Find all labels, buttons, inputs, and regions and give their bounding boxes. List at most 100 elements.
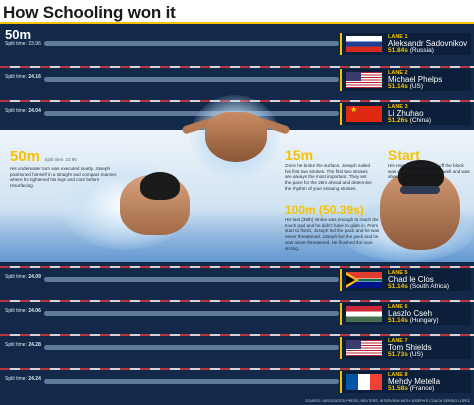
country: (South Africa) <box>409 283 450 290</box>
lane-card: LANE 2 Michael Phelps 51.14s (US) <box>340 69 471 91</box>
lane-rope <box>0 266 474 268</box>
lane-card: LANE 6 Laszlo Cseh 51.14s (Hungary) <box>340 303 471 325</box>
swimmer-name: Chad le Clos <box>388 275 434 284</box>
swimmer-name: Mehdy Metella <box>388 377 441 386</box>
country: (Russia) <box>409 47 434 54</box>
title-bar: How Schooling won it <box>0 0 474 24</box>
lane-number: LANE 1 <box>388 34 408 40</box>
russia-flag-icon <box>346 36 382 52</box>
usa-flag-icon <box>346 340 382 356</box>
annotation-text: Once he broke the surface, Joseph nailed… <box>285 163 372 191</box>
split-label: Split time: <box>5 108 29 114</box>
time-value: 51.14s <box>388 317 408 324</box>
photo-band <box>0 130 474 262</box>
split-label: Split time: <box>5 342 29 348</box>
time-value: 51.14s <box>388 83 408 90</box>
swim-cap-photo <box>398 160 444 190</box>
annotation-text: His last (35th) stroke was enough to rea… <box>285 217 380 251</box>
swimmer-name: Li Zhuhao <box>388 109 424 118</box>
split-time: Split time: 24.24 <box>5 376 41 382</box>
lane-rope <box>0 300 474 302</box>
time-value: 51.73s <box>388 351 408 358</box>
source-credit: SOURCE: ASSOCIATED PRESS, REUTERS, INTER… <box>305 399 470 403</box>
split-value: 24.24 <box>28 376 41 382</box>
split-value: 24.04 <box>28 108 41 114</box>
split-value: 24.28 <box>28 342 41 348</box>
annotation-heading: Start <box>388 147 420 163</box>
annotation-heading: 15m <box>285 147 314 163</box>
split-time: Split time: 24.09 <box>5 274 41 280</box>
lane-rope <box>0 334 474 336</box>
lane-card: LANE 1 Aleksandr Sadovnikov 51.84s (Russ… <box>340 33 471 55</box>
lane-track <box>44 345 339 350</box>
time-value: 51.58s <box>388 385 408 392</box>
lane-number: LANE 2 <box>388 70 408 76</box>
annotation-heading: 100m (50.39s) <box>285 203 364 217</box>
south-africa-flag-icon <box>346 272 382 288</box>
turning-swimmer-photo <box>205 112 267 162</box>
lane-number: LANE 3 <box>388 104 408 110</box>
france-flag-icon <box>346 374 382 390</box>
split-label: Split time: <box>5 308 29 314</box>
lane-number: LANE 6 <box>388 304 408 310</box>
lane-number: LANE 5 <box>388 270 408 276</box>
swimmer-name: Michael Phelps <box>388 75 443 84</box>
lane-row-2: Split time: 24.16 LANE 2 Michael Phelps … <box>0 66 474 92</box>
lane-card: LANE 7 Tom Shields 51.73s (US) <box>340 337 471 359</box>
usa-flag-icon <box>346 72 382 88</box>
lane-track <box>44 311 339 316</box>
hungary-flag-icon <box>346 306 382 322</box>
lane-track <box>44 277 339 282</box>
finish-time: 51.73s (US) <box>388 351 423 358</box>
swimmer-name: Aleksandr Sadovnikov <box>388 39 468 48</box>
country: (US) <box>409 83 424 90</box>
title-underline <box>0 22 474 24</box>
time-value: 51.84s <box>388 47 408 54</box>
swim-cap-photo <box>140 172 180 200</box>
finish-time: 51.14s (US) <box>388 83 423 90</box>
lane-rope <box>0 368 474 370</box>
lane-rope <box>0 66 474 68</box>
lane-row-8: Split time: 24.24 LANE 8 Mehdy Metella 5… <box>0 368 474 394</box>
split-time: Split time: 24.28 <box>5 342 41 348</box>
goggles-photo <box>400 186 440 194</box>
country: (Hungary) <box>409 317 439 324</box>
split-value: 24.06 <box>28 308 41 314</box>
lane-card: LANE 3 Li Zhuhao 51.26s (China) <box>340 103 471 125</box>
time-value: 51.14s <box>388 283 408 290</box>
finish-time: 51.26s (China) <box>388 117 431 124</box>
split-label: Split time: <box>5 74 29 80</box>
country: (France) <box>409 385 435 392</box>
lane-card: LANE 5 Chad le Clos 51.14s (South Africa… <box>340 269 471 291</box>
split-value: 24.16 <box>28 74 41 80</box>
annotation-start: Start His reaction time (0.63s) off the … <box>388 147 472 180</box>
lane-card: LANE 8 Mehdy Metella 51.58s (France) <box>340 371 471 393</box>
lane-track <box>44 111 339 116</box>
country: (US) <box>409 351 424 358</box>
finish-time: 51.14s (Hungary) <box>388 317 439 324</box>
finish-time: 51.14s (South Africa) <box>388 283 449 290</box>
annotation-100m: 100m (50.39s) His last (35th) stroke was… <box>285 203 380 251</box>
split-time: Split time: 24.06 <box>5 308 41 314</box>
lane-number: LANE 8 <box>388 372 408 378</box>
annotation-50m: 50m Split time: 23.96 His underwater tur… <box>10 148 118 189</box>
lane-row-7: Split time: 24.28 LANE 7 Tom Shields 51.… <box>0 334 474 360</box>
split-time: Split time: 24.16 <box>5 74 41 80</box>
annotation-text: His reaction time (0.63s) off the block … <box>388 163 470 180</box>
page-title: How Schooling won it <box>3 3 176 22</box>
lane-number: LANE 7 <box>388 338 408 344</box>
finish-time: 51.58s (France) <box>388 385 434 392</box>
time-value: 51.26s <box>388 117 408 124</box>
marker-50m-split: Split time: 23.96 <box>5 41 41 47</box>
annotation-heading: 50m <box>10 148 41 165</box>
lane-track <box>44 77 339 82</box>
lane-row-6: Split time: 24.06 LANE 6 Laszlo Cseh 51.… <box>0 300 474 326</box>
swimmer-name: Laszlo Cseh <box>388 309 433 318</box>
swimmer-name: Tom Shields <box>388 343 432 352</box>
finish-time: 51.84s (Russia) <box>388 47 434 54</box>
lane-row-1: LANE 1 Aleksandr Sadovnikov 51.84s (Russ… <box>0 30 474 56</box>
marker-50m-label: 50m <box>5 27 32 42</box>
china-flag-icon <box>346 106 382 122</box>
lane-row-5: Split time: 24.09 LANE 5 Chad le Clos 51… <box>0 266 474 292</box>
